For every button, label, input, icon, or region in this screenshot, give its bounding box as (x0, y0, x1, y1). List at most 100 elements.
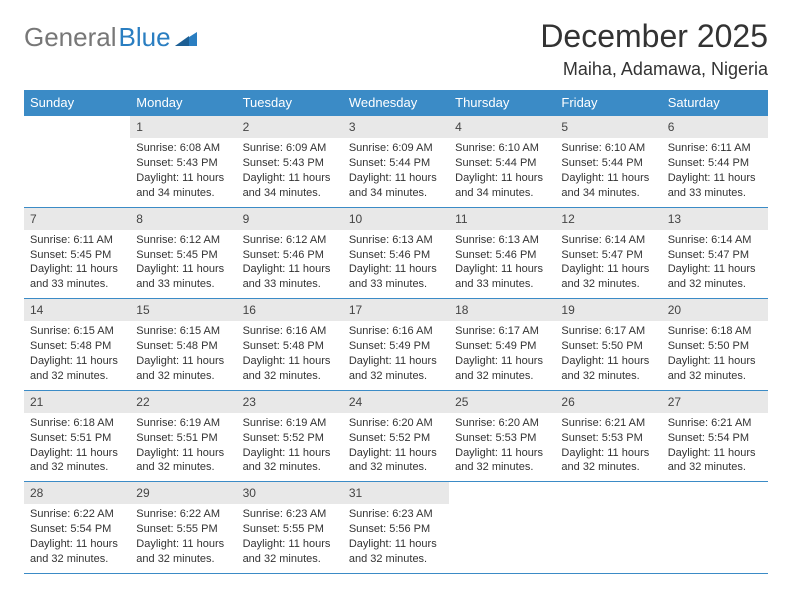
day-body: Sunrise: 6:17 AMSunset: 5:50 PMDaylight:… (555, 321, 661, 389)
daylight-text: Daylight: 11 hours and 34 minutes. (136, 171, 230, 201)
week-row: 14Sunrise: 6:15 AMSunset: 5:48 PMDayligh… (24, 298, 768, 390)
sunrise-text: Sunrise: 6:21 AM (561, 416, 655, 431)
day-cell: 8 Sunrise: 6:12 AMSunset: 5:45 PMDaylight… (130, 208, 236, 299)
day-cell (662, 482, 768, 573)
sunrise-text: Sunrise: 6:20 AM (455, 416, 549, 431)
day-cell: 29Sunrise: 6:22 AMSunset: 5:55 PMDayligh… (130, 482, 236, 573)
sunset-text: Sunset: 5:51 PM (136, 431, 230, 446)
sunrise-text: Sunrise: 6:20 AM (349, 416, 443, 431)
day-body: Sunrise: 6:14 AMSunset: 5:47 PMDaylight:… (555, 230, 661, 298)
day-number: 8 (130, 208, 236, 230)
sunset-text: Sunset: 5:55 PM (243, 522, 337, 537)
daylight-text: Daylight: 11 hours and 32 minutes. (136, 537, 230, 567)
day-number: 26 (555, 391, 661, 413)
sunrise-text: Sunrise: 6:15 AM (30, 324, 124, 339)
day-cell: 18Sunrise: 6:17 AMSunset: 5:49 PMDayligh… (449, 299, 555, 390)
sunset-text: Sunset: 5:44 PM (668, 156, 762, 171)
daylight-text: Daylight: 11 hours and 33 minutes. (668, 171, 762, 201)
day-number: 1 (130, 116, 236, 138)
day-body: Sunrise: 6:19 AMSunset: 5:51 PMDaylight:… (130, 413, 236, 481)
sunrise-text: Sunrise: 6:16 AM (243, 324, 337, 339)
day-cell: 23Sunrise: 6:19 AMSunset: 5:52 PMDayligh… (237, 391, 343, 482)
daylight-text: Daylight: 11 hours and 32 minutes. (136, 354, 230, 384)
sunset-text: Sunset: 5:52 PM (349, 431, 443, 446)
day-number: 28 (24, 482, 130, 504)
daylight-text: Daylight: 11 hours and 33 minutes. (136, 262, 230, 292)
day-number: 31 (343, 482, 449, 504)
sunset-text: Sunset: 5:43 PM (136, 156, 230, 171)
sunrise-text: Sunrise: 6:12 AM (136, 233, 230, 248)
sunset-text: Sunset: 5:48 PM (30, 339, 124, 354)
sunset-text: Sunset: 5:46 PM (455, 248, 549, 263)
sunset-text: Sunset: 5:54 PM (30, 522, 124, 537)
day-body: Sunrise: 6:10 AMSunset: 5:44 PMDaylight:… (555, 138, 661, 206)
daylight-text: Daylight: 11 hours and 34 minutes. (243, 171, 337, 201)
day-body: Sunrise: 6:20 AMSunset: 5:53 PMDaylight:… (449, 413, 555, 481)
sunset-text: Sunset: 5:55 PM (136, 522, 230, 537)
month-title: December 2025 (540, 18, 768, 55)
day-cell: 4Sunrise: 6:10 AMSunset: 5:44 PMDaylight… (449, 116, 555, 207)
sunrise-text: Sunrise: 6:09 AM (349, 141, 443, 156)
sunset-text: Sunset: 5:44 PM (349, 156, 443, 171)
sunrise-text: Sunrise: 6:22 AM (30, 507, 124, 522)
day-cell: 11Sunrise: 6:13 AMSunset: 5:46 PMDayligh… (449, 208, 555, 299)
sunrise-text: Sunrise: 6:18 AM (30, 416, 124, 431)
day-number (662, 482, 768, 488)
daylight-text: Daylight: 11 hours and 32 minutes. (349, 537, 443, 567)
day-cell (449, 482, 555, 573)
daylight-text: Daylight: 11 hours and 32 minutes. (136, 446, 230, 476)
weekday-header: Monday (130, 90, 236, 115)
day-number: 21 (24, 391, 130, 413)
day-number (555, 482, 661, 488)
day-body: Sunrise: 6:10 AMSunset: 5:44 PMDaylight:… (449, 138, 555, 206)
daylight-text: Daylight: 11 hours and 33 minutes. (243, 262, 337, 292)
day-body: Sunrise: 6:11 AMSunset: 5:45 PMDaylight:… (24, 230, 130, 298)
daylight-text: Daylight: 11 hours and 32 minutes. (243, 446, 337, 476)
day-body: Sunrise: 6:16 AMSunset: 5:48 PMDaylight:… (237, 321, 343, 389)
daylight-text: Daylight: 11 hours and 32 minutes. (668, 262, 762, 292)
day-number: 24 (343, 391, 449, 413)
logo-mark-icon (175, 22, 197, 53)
sunrise-text: Sunrise: 6:10 AM (455, 141, 549, 156)
day-body: Sunrise: 6:20 AMSunset: 5:52 PMDaylight:… (343, 413, 449, 481)
day-number: 15 (130, 299, 236, 321)
sunset-text: Sunset: 5:49 PM (349, 339, 443, 354)
day-number: 3 (343, 116, 449, 138)
daylight-text: Daylight: 11 hours and 32 minutes. (30, 537, 124, 567)
sunset-text: Sunset: 5:46 PM (243, 248, 337, 263)
day-body: Sunrise: 6:21 AMSunset: 5:54 PMDaylight:… (662, 413, 768, 481)
day-cell: 10Sunrise: 6:13 AMSunset: 5:46 PMDayligh… (343, 208, 449, 299)
daylight-text: Daylight: 11 hours and 32 minutes. (561, 446, 655, 476)
weekday-header: Wednesday (343, 90, 449, 115)
sunrise-text: Sunrise: 6:13 AM (349, 233, 443, 248)
sunset-text: Sunset: 5:49 PM (455, 339, 549, 354)
sunset-text: Sunset: 5:46 PM (349, 248, 443, 263)
daylight-text: Daylight: 11 hours and 32 minutes. (668, 354, 762, 384)
day-body: Sunrise: 6:22 AMSunset: 5:55 PMDaylight:… (130, 504, 236, 572)
day-cell: 16Sunrise: 6:16 AMSunset: 5:48 PMDayligh… (237, 299, 343, 390)
day-cell: 7Sunrise: 6:11 AMSunset: 5:45 PMDaylight… (24, 208, 130, 299)
sunrise-text: Sunrise: 6:17 AM (561, 324, 655, 339)
day-cell (24, 116, 130, 207)
day-body: Sunrise: 6:16 AMSunset: 5:49 PMDaylight:… (343, 321, 449, 389)
sunrise-text: Sunrise: 6:21 AM (668, 416, 762, 431)
weeks-container: 1Sunrise: 6:08 AMSunset: 5:43 PMDaylight… (24, 115, 768, 574)
daylight-text: Daylight: 11 hours and 33 minutes. (30, 262, 124, 292)
day-body: Sunrise: 6:09 AMSunset: 5:44 PMDaylight:… (343, 138, 449, 206)
day-number: 19 (555, 299, 661, 321)
day-cell: 6Sunrise: 6:11 AMSunset: 5:44 PMDaylight… (662, 116, 768, 207)
day-body: Sunrise: 6:15 AMSunset: 5:48 PMDaylight:… (24, 321, 130, 389)
day-body: Sunrise: 6:17 AMSunset: 5:49 PMDaylight:… (449, 321, 555, 389)
sunset-text: Sunset: 5:53 PM (561, 431, 655, 446)
sunset-text: Sunset: 5:43 PM (243, 156, 337, 171)
sunrise-text: Sunrise: 6:14 AM (561, 233, 655, 248)
sunset-text: Sunset: 5:56 PM (349, 522, 443, 537)
day-number: 25 (449, 391, 555, 413)
day-cell: 13Sunrise: 6:14 AMSunset: 5:47 PMDayligh… (662, 208, 768, 299)
logo-text-blue: Blue (119, 22, 171, 53)
daylight-text: Daylight: 11 hours and 32 minutes. (349, 354, 443, 384)
sunset-text: Sunset: 5:45 PM (136, 248, 230, 263)
day-body: Sunrise: 6:15 AMSunset: 5:48 PMDaylight:… (130, 321, 236, 389)
daylight-text: Daylight: 11 hours and 32 minutes. (30, 354, 124, 384)
daylight-text: Daylight: 11 hours and 33 minutes. (349, 262, 443, 292)
